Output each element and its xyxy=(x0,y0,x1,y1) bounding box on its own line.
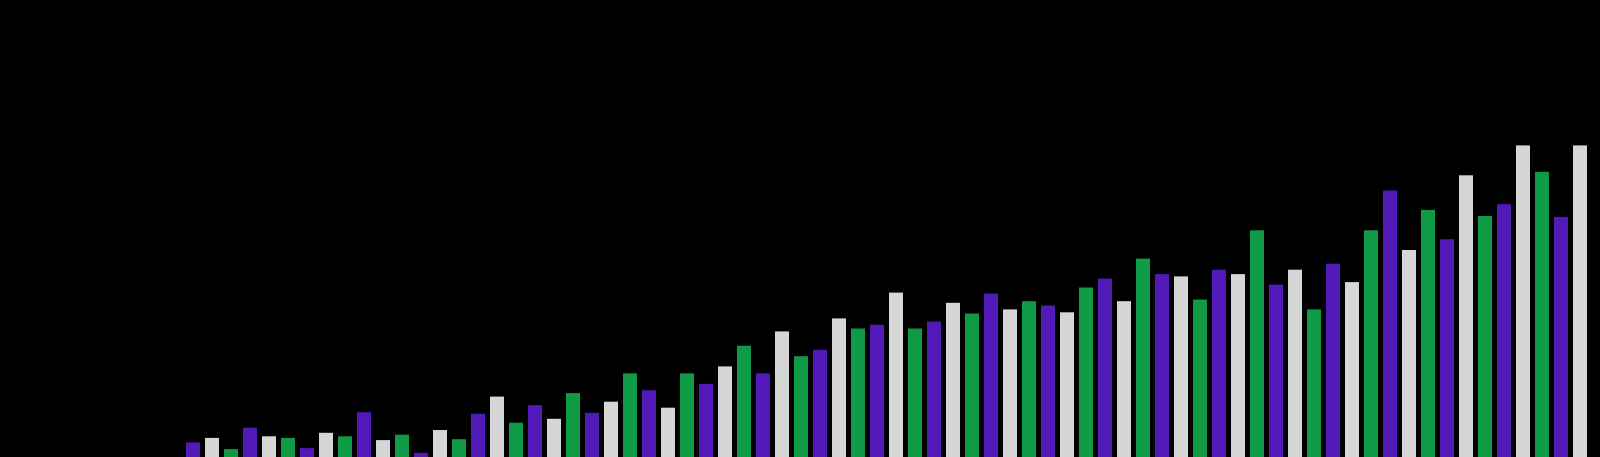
bar-green-63 xyxy=(1364,230,1378,457)
bar-green-51 xyxy=(1136,258,1150,457)
bar-purple-64 xyxy=(1383,190,1397,457)
bar-gray-23 xyxy=(604,401,618,457)
bar-purple-52 xyxy=(1155,274,1169,457)
bar-purple-37 xyxy=(870,324,884,457)
bar-purple-61 xyxy=(1326,263,1340,457)
bar-gray-53 xyxy=(1174,276,1188,457)
bar-purple-10 xyxy=(357,412,371,457)
bar-gray-11 xyxy=(376,440,390,457)
bar-purple-22 xyxy=(585,412,599,457)
bar-purple-58 xyxy=(1269,284,1283,457)
bar-purple-67 xyxy=(1440,239,1454,457)
bar-gray-71 xyxy=(1516,145,1530,457)
bar-gray-32 xyxy=(775,331,789,457)
bar-gray-14 xyxy=(433,430,447,457)
bar-green-6 xyxy=(281,437,295,457)
bars-group xyxy=(186,145,1587,457)
bar-green-18 xyxy=(509,422,523,457)
bar-purple-28 xyxy=(699,383,713,457)
bar-green-21 xyxy=(566,393,580,457)
bar-purple-13 xyxy=(414,452,428,457)
bar-purple-55 xyxy=(1212,269,1226,457)
bar-green-42 xyxy=(965,313,979,457)
bar-gray-68 xyxy=(1459,175,1473,457)
bar-purple-40 xyxy=(927,321,941,457)
bar-purple-34 xyxy=(813,349,827,457)
bar-gray-17 xyxy=(490,396,504,457)
bar-purple-73 xyxy=(1554,216,1568,457)
bar-green-48 xyxy=(1079,287,1093,457)
bar-green-57 xyxy=(1250,230,1264,457)
bar-green-72 xyxy=(1535,171,1549,457)
bar-green-69 xyxy=(1478,216,1492,457)
bar-gray-35 xyxy=(832,318,846,457)
bar-purple-43 xyxy=(984,293,998,457)
bar-green-3 xyxy=(224,449,238,457)
bar-gray-74 xyxy=(1573,145,1587,457)
bar-purple-70 xyxy=(1497,204,1511,457)
bar-gray-26 xyxy=(661,407,675,457)
bar-green-15 xyxy=(452,439,466,457)
bar-purple-31 xyxy=(756,373,770,457)
bar-purple-46 xyxy=(1041,305,1055,457)
bar-gray-8 xyxy=(319,432,333,457)
bar-gray-20 xyxy=(547,418,561,457)
bar-gray-38 xyxy=(889,292,903,457)
bar-green-27 xyxy=(680,373,694,457)
bar-gray-5 xyxy=(262,436,276,457)
bar-purple-49 xyxy=(1098,278,1112,457)
bar-gray-29 xyxy=(718,366,732,457)
bar-purple-7 xyxy=(300,448,314,457)
bar-green-45 xyxy=(1022,301,1036,457)
bar-green-39 xyxy=(908,328,922,457)
bar-green-54 xyxy=(1193,299,1207,457)
bar-gray-50 xyxy=(1117,301,1131,457)
bar-purple-16 xyxy=(471,413,485,457)
bar-green-33 xyxy=(794,356,808,457)
bar-gray-65 xyxy=(1402,250,1416,457)
bar-green-9 xyxy=(338,436,352,457)
bar-gray-47 xyxy=(1060,312,1074,457)
bar-green-24 xyxy=(623,373,637,457)
bar-green-66 xyxy=(1421,209,1435,457)
bar-purple-19 xyxy=(528,405,542,457)
bar-purple-25 xyxy=(642,390,656,457)
bar-gray-2 xyxy=(205,437,219,457)
bar-gray-44 xyxy=(1003,309,1017,457)
bar-green-60 xyxy=(1307,309,1321,457)
bar-green-36 xyxy=(851,328,865,457)
bar-gray-56 xyxy=(1231,274,1245,457)
bar-purple-4 xyxy=(243,427,257,457)
bar-gray-59 xyxy=(1288,269,1302,457)
bar-green-12 xyxy=(395,434,409,457)
bar-green-30 xyxy=(737,345,751,457)
bar-gray-41 xyxy=(946,302,960,457)
bar-gray-62 xyxy=(1345,282,1359,457)
bar-purple-1 xyxy=(186,442,200,457)
